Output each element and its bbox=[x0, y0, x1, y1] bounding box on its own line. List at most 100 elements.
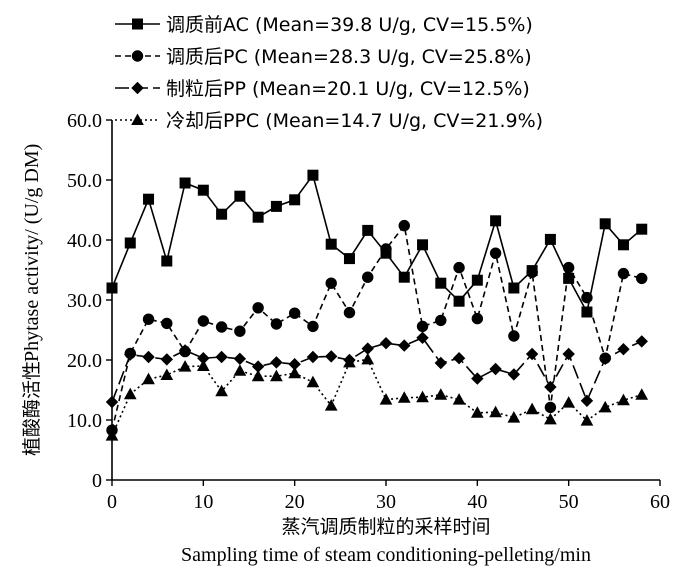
series-line-circle bbox=[111, 223, 642, 431]
series-line-triangle bbox=[111, 358, 642, 436]
data-point-circle bbox=[581, 291, 593, 304]
data-point-triangle bbox=[379, 393, 393, 405]
data-point-square bbox=[325, 238, 337, 250]
x-axis-label-en: Sampling time of steam conditioning-pell… bbox=[181, 544, 591, 566]
data-point-diamond bbox=[142, 350, 155, 364]
data-point-square bbox=[417, 239, 429, 251]
legend-item: 调质前AC (Mean=39.8 U/g, CV=15.5%) bbox=[115, 14, 533, 36]
data-point-triangle bbox=[635, 388, 649, 400]
data-point-triangle bbox=[105, 429, 119, 441]
series-diamond bbox=[105, 331, 648, 409]
data-point-circle bbox=[362, 271, 374, 283]
x-tick-label: 50 bbox=[559, 491, 579, 513]
data-point-circle bbox=[380, 243, 392, 255]
data-point-triangle bbox=[416, 390, 429, 403]
y-tick-label: 30.0 bbox=[67, 290, 102, 312]
data-point-diamond bbox=[124, 348, 137, 361]
data-point-triangle bbox=[617, 393, 630, 406]
data-point-square bbox=[362, 224, 374, 236]
data-point-diamond bbox=[160, 353, 174, 366]
data-point-diamond bbox=[324, 350, 338, 363]
data-point-square bbox=[216, 208, 228, 220]
data-point-square bbox=[343, 253, 355, 265]
data-point-triangle bbox=[142, 372, 155, 385]
data-point-square bbox=[398, 271, 410, 283]
data-point-diamond bbox=[471, 372, 484, 385]
data-point-diamond bbox=[434, 356, 448, 370]
data-point-square bbox=[252, 211, 264, 223]
data-point-circle bbox=[508, 330, 520, 342]
data-point-triangle bbox=[525, 402, 539, 415]
x-tick-label: 60 bbox=[650, 491, 670, 513]
data-point-diamond bbox=[178, 344, 192, 357]
x-tick-label: 20 bbox=[285, 491, 305, 513]
data-point-triangle bbox=[196, 359, 210, 371]
data-point-diamond bbox=[617, 342, 630, 356]
data-point-circle bbox=[252, 302, 264, 314]
data-point-diamond bbox=[105, 395, 119, 409]
data-point-square bbox=[179, 177, 191, 189]
data-point-diamond bbox=[233, 352, 247, 366]
legend-label: 冷却后PPC (Mean=14.7 U/g, CV=21.9%) bbox=[166, 110, 543, 132]
legend-marker-circle bbox=[131, 50, 144, 62]
data-point-triangle bbox=[598, 400, 612, 413]
legend-marker-square bbox=[132, 18, 143, 30]
x-tick-label: 10 bbox=[193, 491, 213, 513]
data-point-diamond bbox=[525, 347, 539, 361]
data-point-diamond bbox=[270, 356, 283, 369]
data-point-triangle bbox=[324, 399, 338, 411]
data-point-circle bbox=[489, 247, 502, 259]
x-ticks: 0 10 20 30 40 50 60 bbox=[107, 480, 670, 513]
data-point-diamond bbox=[489, 362, 502, 376]
legend-label: 制粒后PP (Mean=20.1 U/g, CV=12.5%) bbox=[166, 78, 530, 100]
y-tick-label: 0 bbox=[92, 470, 102, 492]
y-tick-label: 50.0 bbox=[67, 170, 102, 192]
x-tick-label: 0 bbox=[107, 491, 117, 513]
data-point-square bbox=[544, 233, 556, 245]
data-point-square bbox=[197, 184, 209, 196]
data-point-circle bbox=[435, 314, 447, 327]
data-point-triangle bbox=[397, 391, 411, 403]
data-point-square bbox=[636, 223, 648, 235]
data-point-square bbox=[490, 215, 502, 227]
data-point-triangle bbox=[343, 355, 356, 368]
data-point-diamond bbox=[507, 368, 521, 381]
data-point-triangle bbox=[251, 369, 265, 382]
data-point-circle bbox=[161, 317, 173, 330]
data-point-circle bbox=[234, 325, 246, 337]
data-point-triangle bbox=[562, 396, 576, 408]
data-point-square bbox=[599, 218, 611, 230]
data-point-triangle bbox=[233, 364, 247, 376]
data-point-triangle bbox=[361, 352, 375, 365]
data-point-square bbox=[453, 295, 465, 307]
data-point-triangle bbox=[123, 387, 137, 400]
data-point-square bbox=[289, 194, 301, 206]
plot-area: 0 10.0 20.0 30.0 40.0 50.0 60.0 0 10 20 30 40 50 60 bbox=[67, 110, 670, 513]
data-point-circle bbox=[197, 315, 210, 327]
data-point-circle bbox=[544, 401, 557, 414]
series-triangle bbox=[105, 352, 649, 441]
legend-item: 调质后PC (Mean=28.3 U/g, CV=25.8%) bbox=[115, 46, 532, 68]
data-point-circle bbox=[453, 261, 465, 274]
data-point-circle bbox=[636, 272, 648, 285]
data-point-triangle bbox=[452, 393, 466, 405]
data-point-diamond bbox=[398, 339, 411, 352]
series-line-diamond bbox=[111, 336, 643, 403]
data-point-square bbox=[161, 255, 173, 267]
data-point-circle bbox=[416, 320, 429, 333]
data-point-diamond bbox=[544, 380, 557, 394]
legend: 调质前AC (Mean=39.8 U/g, CV=15.5%) 调质后PC (Me… bbox=[115, 14, 543, 132]
data-point-square bbox=[124, 237, 136, 249]
y-tick-label: 10.0 bbox=[67, 410, 102, 432]
data-point-circle bbox=[307, 320, 319, 333]
series-line-square bbox=[111, 173, 643, 315]
data-point-diamond bbox=[635, 335, 648, 348]
y-tick-label: 40.0 bbox=[67, 230, 102, 252]
data-point-triangle bbox=[178, 360, 192, 372]
data-point-triangle bbox=[580, 414, 594, 426]
data-point-circle bbox=[270, 318, 283, 330]
x-tick-label: 30 bbox=[376, 491, 396, 513]
data-point-square bbox=[307, 169, 319, 181]
data-point-square bbox=[617, 239, 629, 251]
legend-label: 调质后PC (Mean=28.3 U/g, CV=25.8%) bbox=[166, 46, 532, 68]
